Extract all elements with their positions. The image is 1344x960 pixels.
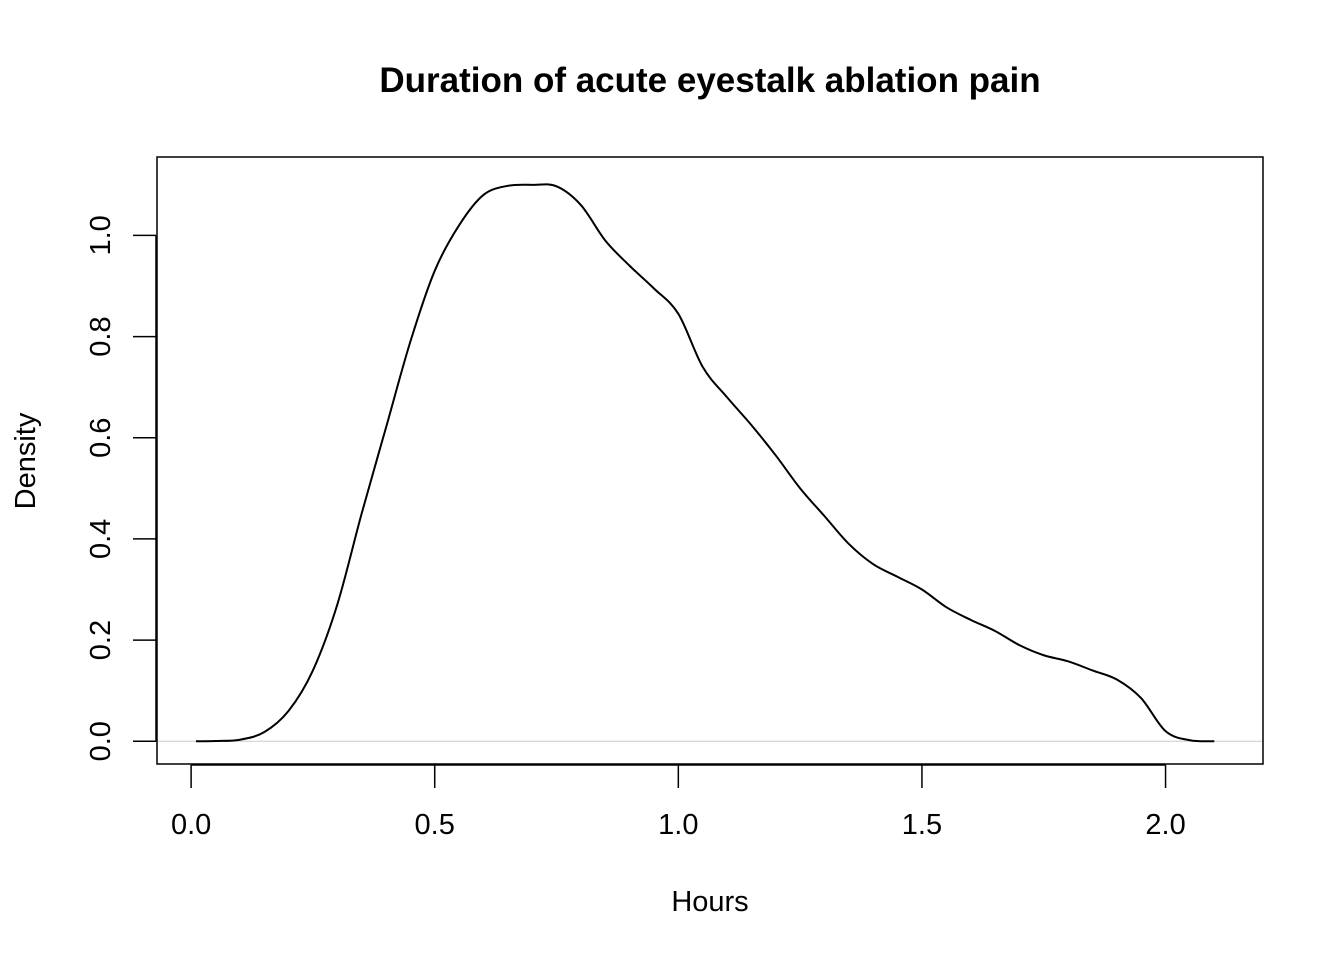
y-tick-label: 1.0 <box>85 215 117 255</box>
x-tick-label: 1.0 <box>658 809 698 841</box>
chart-title: Duration of acute eyestalk ablation pain <box>379 61 1040 100</box>
y-tick-label: 0.8 <box>85 316 117 356</box>
y-tick-label: 0.2 <box>85 620 117 660</box>
x-tick-label: 0.5 <box>415 809 455 841</box>
y-tick-label: 0.0 <box>85 721 117 761</box>
x-axis-label: Hours <box>671 886 748 918</box>
x-tick-label: 1.5 <box>902 809 942 841</box>
x-tick-label: 0.0 <box>171 809 211 841</box>
y-tick-label: 0.6 <box>85 418 117 458</box>
plot-area <box>157 183 1263 743</box>
x-tick-label: 2.0 <box>1145 809 1185 841</box>
y-tick-label: 0.4 <box>85 519 117 559</box>
y-axis: 0.0 0.2 0.4 0.6 0.8 1.0 <box>85 215 157 761</box>
plot-box <box>156 156 1264 765</box>
density-curve <box>195 183 1215 743</box>
x-axis: 0.0 0.5 1.0 1.5 2.0 <box>171 764 1186 841</box>
y-axis-label: Density <box>10 412 42 509</box>
